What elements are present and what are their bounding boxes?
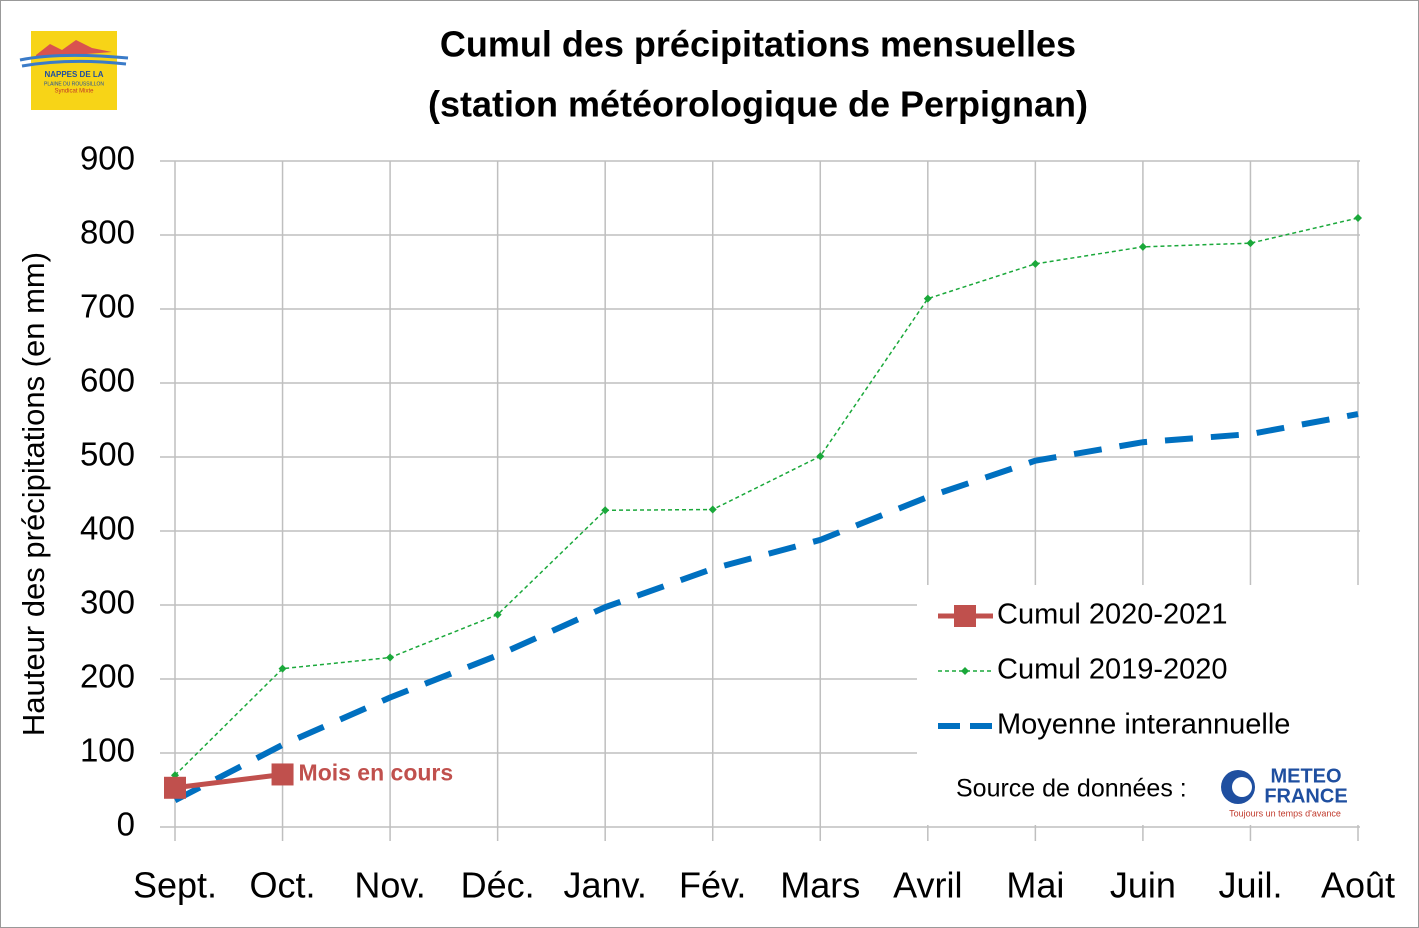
marker <box>164 776 186 799</box>
source-box <box>917 755 1360 825</box>
logo-text: Syndicat Mixte <box>54 89 94 95</box>
x-tick-label: Mars <box>780 865 860 906</box>
legend: Cumul 2020-2021 Cumul 2019-2020 Moyenne in… <box>917 585 1360 755</box>
marker <box>961 667 969 675</box>
series-line <box>174 217 1359 776</box>
y-tick-label: 0 <box>117 806 135 843</box>
y-tick-label: 700 <box>80 288 135 325</box>
x-tick-label: Nov. <box>354 865 425 906</box>
annotation: Mois en cours <box>299 760 454 786</box>
x-tick-label: Juin <box>1110 865 1176 906</box>
series-line <box>174 771 283 791</box>
x-tick-label: Sept. <box>133 865 217 906</box>
y-tick-label: 300 <box>80 584 135 621</box>
x-tick-label: Avril <box>893 865 962 906</box>
marker <box>386 653 395 662</box>
y-tick-label: 200 <box>80 658 135 695</box>
y-tick-label: 400 <box>80 510 135 547</box>
x-tick-label: Fév. <box>679 865 746 906</box>
marker <box>1138 242 1147 251</box>
source-text: Source de données : <box>956 775 1187 803</box>
chart-title: (station météorologique de Perpignan) <box>428 84 1088 125</box>
x-tick-label: Juil. <box>1218 865 1282 906</box>
marker <box>1246 239 1255 248</box>
x-tick-label: Août <box>1321 865 1395 906</box>
meteo-text: METEO <box>1270 765 1341 787</box>
marker <box>493 610 502 619</box>
y-tick-label: 800 <box>80 214 135 251</box>
y-tick-label: 900 <box>80 140 135 177</box>
meteo-icon <box>1232 777 1252 797</box>
marker <box>816 452 825 461</box>
syndicat-logo: NAPPES DE LA PLAINE DU ROUSSILLON Syndic… <box>19 31 129 110</box>
meteo-logo: METEO FRANCE Toujours un temps d'avance <box>1221 765 1348 818</box>
legend-label: Cumul 2019-2020 <box>997 654 1228 686</box>
logo-text: NAPPES DE LA <box>44 70 103 79</box>
meteo-text: Toujours un temps d'avance <box>1229 808 1341 818</box>
logo-text: PLAINE DU ROUSSILLON <box>44 81 104 87</box>
x-tick-label: Janv. <box>563 865 646 906</box>
marker <box>278 664 287 673</box>
marker <box>708 505 717 514</box>
marker <box>954 605 976 627</box>
x-tick-label: Mai <box>1006 865 1064 906</box>
logo-wave <box>19 53 129 68</box>
marker <box>271 763 294 786</box>
legend-label: Cumul 2020-2021 <box>997 599 1228 631</box>
legend-label: Moyenne interannuelle <box>997 709 1290 741</box>
marker <box>601 506 610 515</box>
y-tick-label: 100 <box>80 732 135 769</box>
y-axis-label: Hauteur des précipitations (en mm) <box>16 252 51 736</box>
y-tick-label: 600 <box>80 362 135 399</box>
chart-title: Cumul des précipitations mensuelles <box>440 24 1076 65</box>
logo-mountain <box>36 40 112 58</box>
marker <box>1031 259 1040 268</box>
meteo-text: FRANCE <box>1264 785 1347 807</box>
x-tick-label: Oct. <box>250 865 316 906</box>
x-tick-label: Déc. <box>461 865 535 906</box>
marker <box>923 294 932 303</box>
y-tick-label: 500 <box>80 436 135 473</box>
marker <box>1354 213 1362 222</box>
